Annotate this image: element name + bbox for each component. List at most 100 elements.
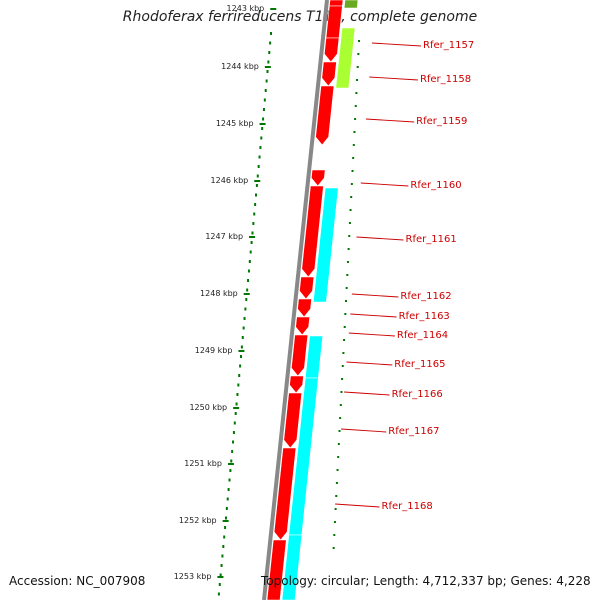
tick-mark — [254, 180, 261, 182]
track-dot — [356, 79, 359, 81]
track-dot — [357, 53, 360, 55]
gene-label: Rfer_1162 — [400, 291, 451, 302]
gene-label: Rfer_1157 — [423, 40, 474, 51]
tick-label: 1248 kbp — [200, 289, 238, 298]
track-dot — [245, 298, 248, 301]
track-dot — [261, 127, 264, 130]
track-dot — [354, 118, 357, 120]
gene-label: Rfer_1160 — [410, 180, 461, 191]
tick-label: 1247 kbp — [205, 232, 243, 241]
track-dot — [348, 222, 351, 224]
track-dot — [343, 339, 346, 341]
gene-feature — [315, 85, 335, 146]
track-dot — [332, 547, 335, 549]
genome-summary: Topology: circular; Length: 4,712,337 bp… — [261, 574, 591, 588]
track-dot — [239, 364, 242, 368]
label-leader — [341, 428, 387, 433]
track-dot — [349, 209, 352, 211]
track-dot — [228, 478, 231, 482]
track-dot — [338, 430, 341, 432]
gene-label: Rfer_1159 — [416, 116, 467, 127]
track-dot — [224, 516, 227, 520]
track-dot — [336, 469, 339, 471]
gene-feature — [335, 27, 356, 89]
gene-feature — [295, 316, 311, 336]
track-dot — [345, 300, 347, 302]
track-dot — [257, 165, 260, 168]
track-dot — [242, 326, 245, 330]
gene-label: Rfer_1166 — [392, 389, 443, 400]
track-dot — [346, 274, 349, 276]
kbp-tick-labels: 1243 kbp 1244 kbp 1245 kbp 1246 kbp 1247 kbp… — [174, 4, 265, 581]
track-dot — [221, 554, 224, 558]
track-dot — [235, 402, 238, 406]
track-dot — [218, 583, 221, 586]
label-leader — [348, 332, 395, 337]
track-dot — [342, 352, 345, 354]
track-dot — [227, 488, 230, 491]
track-dot — [249, 250, 252, 254]
tick-mark — [259, 123, 266, 125]
track-dot — [254, 203, 257, 206]
track-dot — [223, 535, 226, 539]
track-dot — [240, 345, 243, 349]
gene-feature — [310, 169, 326, 187]
label-leader — [371, 42, 422, 47]
track-dot — [232, 431, 235, 434]
tick-mark — [249, 236, 256, 238]
track-dot — [266, 70, 269, 73]
track-dot — [339, 417, 342, 419]
track-dot — [337, 443, 340, 445]
tick-label: 1252 kbp — [179, 516, 217, 525]
gene-feature — [325, 5, 343, 39]
tick-mark — [233, 407, 240, 409]
gene-feature — [301, 185, 324, 278]
track-dot — [264, 89, 267, 92]
label-leader — [335, 503, 380, 508]
track-dot — [259, 146, 262, 149]
gene-feature — [299, 276, 315, 300]
track-dot — [352, 144, 355, 146]
gene-feature — [312, 187, 339, 303]
label-leader — [344, 391, 390, 396]
track-dot — [351, 170, 354, 172]
accession-text: Accession: NC_007908 — [9, 574, 146, 588]
track-dot — [352, 157, 355, 159]
track-dot — [262, 117, 265, 121]
kbp-ticks — [217, 8, 277, 578]
track-dot — [256, 174, 259, 178]
track-dot — [355, 92, 358, 94]
tick-mark — [238, 350, 245, 352]
track-dot — [252, 222, 255, 225]
track-dot — [244, 307, 247, 311]
track-dot — [343, 326, 346, 328]
track-dot — [262, 108, 265, 111]
track-dot — [241, 336, 244, 339]
track-dot — [260, 136, 263, 140]
track-dot — [250, 241, 253, 244]
gene-label-leaders — [335, 42, 422, 508]
track-dot — [237, 383, 240, 387]
tick-label: 1249 kbp — [195, 346, 233, 355]
gene-label: Rfer_1167 — [388, 426, 439, 437]
tick-label: 1244 kbp — [221, 62, 259, 71]
track-dot — [219, 573, 222, 577]
genome-backbone — [262, 0, 329, 600]
track-dot — [224, 526, 227, 529]
track-dot — [253, 212, 256, 216]
track-dot — [248, 260, 251, 263]
track-dot — [348, 235, 351, 237]
track-dot — [269, 41, 272, 45]
track-dot — [341, 378, 344, 380]
track-dot — [333, 534, 336, 536]
genome-title: Rhodoferax ferrireducens T118, complete … — [122, 9, 478, 25]
track-dot — [337, 456, 340, 458]
gene-feature — [289, 375, 304, 394]
track-dot — [234, 412, 237, 415]
gene-feature — [281, 534, 303, 600]
track-dot — [246, 288, 249, 292]
tick-mark — [217, 576, 224, 578]
track-dot — [247, 269, 250, 273]
track-dot — [239, 355, 242, 358]
track-dot — [345, 287, 348, 289]
